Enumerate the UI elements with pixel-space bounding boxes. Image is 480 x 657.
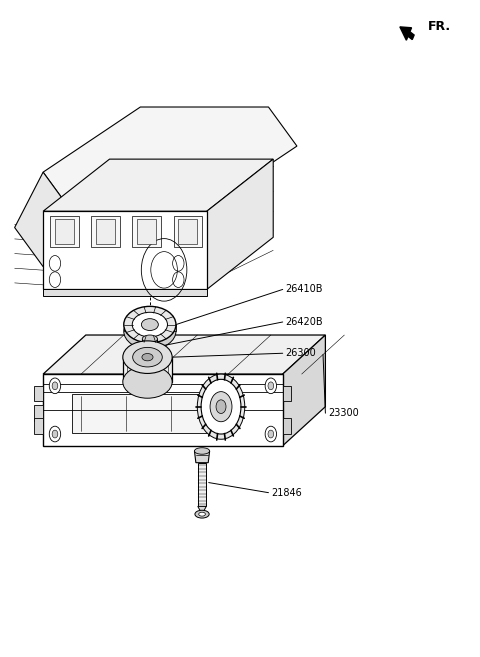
Ellipse shape	[142, 319, 158, 330]
Polygon shape	[34, 386, 43, 401]
Polygon shape	[43, 212, 207, 290]
Polygon shape	[55, 219, 74, 244]
Circle shape	[268, 382, 274, 390]
Circle shape	[210, 392, 232, 422]
Ellipse shape	[132, 312, 168, 337]
Text: 21846: 21846	[271, 487, 301, 497]
Polygon shape	[132, 216, 161, 247]
Circle shape	[268, 430, 274, 438]
Polygon shape	[142, 339, 157, 355]
Polygon shape	[283, 386, 291, 401]
Text: 26300: 26300	[285, 348, 316, 358]
Polygon shape	[34, 419, 43, 434]
Polygon shape	[283, 419, 291, 434]
Polygon shape	[198, 507, 206, 514]
FancyArrow shape	[400, 27, 414, 40]
Circle shape	[52, 430, 58, 438]
Circle shape	[265, 426, 276, 442]
Ellipse shape	[132, 348, 162, 367]
Polygon shape	[43, 159, 273, 212]
Circle shape	[52, 382, 58, 390]
Circle shape	[265, 378, 276, 394]
Ellipse shape	[199, 512, 205, 516]
Polygon shape	[43, 290, 207, 296]
Text: FR.: FR.	[427, 20, 451, 34]
Circle shape	[197, 374, 245, 440]
Polygon shape	[194, 451, 210, 463]
Ellipse shape	[142, 335, 157, 343]
Ellipse shape	[124, 306, 176, 343]
Ellipse shape	[194, 447, 210, 454]
Circle shape	[216, 400, 226, 413]
Circle shape	[49, 426, 60, 442]
Text: 26420B: 26420B	[285, 317, 323, 327]
Ellipse shape	[124, 313, 176, 350]
Polygon shape	[34, 405, 43, 421]
Ellipse shape	[195, 510, 209, 518]
Polygon shape	[137, 219, 156, 244]
Polygon shape	[96, 219, 115, 244]
Circle shape	[132, 356, 158, 392]
Polygon shape	[174, 216, 202, 247]
Polygon shape	[50, 216, 79, 247]
Polygon shape	[207, 159, 273, 290]
Ellipse shape	[123, 341, 172, 373]
Polygon shape	[124, 325, 176, 331]
Polygon shape	[123, 357, 172, 382]
Ellipse shape	[123, 366, 172, 398]
Text: 26410B: 26410B	[285, 284, 323, 294]
Polygon shape	[43, 107, 297, 212]
Polygon shape	[283, 335, 325, 445]
Ellipse shape	[142, 353, 153, 361]
Polygon shape	[198, 463, 206, 507]
Polygon shape	[14, 172, 72, 267]
Circle shape	[49, 378, 60, 394]
Polygon shape	[179, 219, 197, 244]
Polygon shape	[43, 335, 325, 374]
Circle shape	[201, 379, 241, 434]
Ellipse shape	[144, 344, 155, 350]
Text: 23300: 23300	[328, 408, 359, 419]
Polygon shape	[91, 216, 120, 247]
Polygon shape	[72, 394, 226, 433]
Polygon shape	[43, 374, 283, 445]
